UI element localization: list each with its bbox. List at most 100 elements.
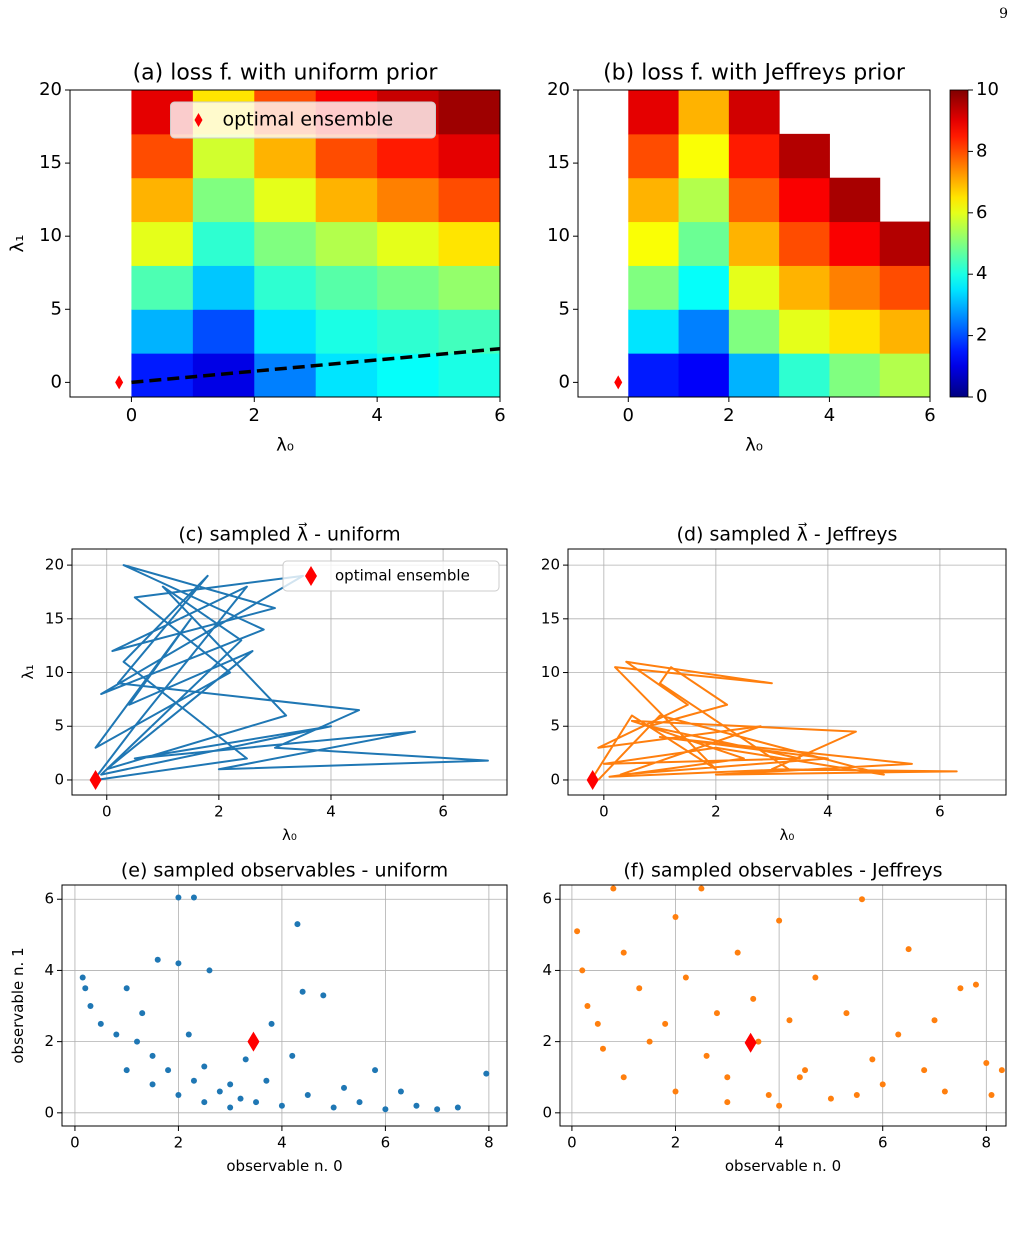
colorbar-tick-label: 8 bbox=[976, 140, 987, 161]
x-axis-label: λ₀ bbox=[745, 435, 763, 456]
scatter-point bbox=[175, 960, 182, 967]
heat-cell bbox=[192, 177, 255, 223]
scatter-point bbox=[237, 1095, 244, 1102]
heat-cell bbox=[377, 309, 440, 354]
heat-cell bbox=[829, 353, 881, 397]
x-tick-label: 4 bbox=[277, 1134, 287, 1152]
heat-cell bbox=[254, 221, 317, 266]
scatter-point bbox=[682, 974, 689, 981]
chart-title: (b) loss f. with Jeffreys prior bbox=[603, 61, 906, 86]
scatter-point bbox=[123, 1067, 130, 1074]
scatter-point bbox=[190, 894, 197, 901]
axes-frame bbox=[559, 884, 1007, 1127]
scatter-point bbox=[843, 1010, 850, 1017]
chart-title: (c) sampled λ⃗ - uniform bbox=[178, 522, 400, 545]
scatter-point bbox=[698, 885, 705, 892]
heat-cell bbox=[678, 221, 730, 266]
scatter-point bbox=[341, 1084, 348, 1091]
heat-cell bbox=[131, 133, 194, 179]
plot-area bbox=[628, 90, 930, 397]
chart-title: (a) loss f. with uniform prior bbox=[133, 61, 439, 86]
x-tick-label: 6 bbox=[381, 1134, 391, 1152]
scatter-point bbox=[382, 1106, 389, 1113]
scatter-point bbox=[397, 1088, 404, 1095]
heat-cell bbox=[728, 265, 780, 310]
scatter-point bbox=[755, 1038, 762, 1045]
scatter-point bbox=[703, 1052, 710, 1059]
heat-cell bbox=[728, 309, 780, 354]
scatter-point bbox=[227, 1081, 234, 1088]
scatter-point bbox=[957, 985, 964, 992]
x-tick-label: 6 bbox=[878, 1134, 888, 1152]
panel: 0 2 4 6 8 0 2 4 6 (f) sampled observables - Jeffr… bbox=[542, 859, 1007, 1175]
optimal-point bbox=[115, 375, 124, 390]
heat-cell bbox=[879, 265, 930, 310]
heat-cell bbox=[438, 309, 500, 354]
heat-cell bbox=[131, 309, 194, 354]
heat-cell bbox=[438, 177, 500, 223]
heat-cell bbox=[879, 221, 930, 266]
scatter-point bbox=[858, 896, 865, 903]
x-tick-label: 6 bbox=[935, 803, 945, 821]
axes-frame bbox=[69, 89, 501, 398]
heat-cell bbox=[315, 177, 378, 223]
scatter-point bbox=[931, 1017, 938, 1024]
y-tick-label: 15 bbox=[547, 152, 570, 173]
x-tick-label: 4 bbox=[823, 803, 833, 821]
panel: 0 2 4 6 8 0 2 4 6 (e) sampled observables - unifo… bbox=[9, 859, 508, 1175]
heat-cell bbox=[628, 90, 680, 135]
y-tick-label: 0 bbox=[44, 1103, 54, 1121]
heat-cell bbox=[192, 309, 255, 354]
x-tick-label: 6 bbox=[924, 405, 935, 426]
heat-cell bbox=[628, 133, 680, 179]
scatter-point bbox=[662, 1020, 669, 1027]
heat-cell bbox=[131, 265, 194, 310]
heat-cell bbox=[829, 309, 881, 354]
legend-marker bbox=[305, 566, 317, 586]
scatter-point bbox=[713, 1010, 720, 1017]
scatter-point bbox=[724, 1074, 731, 1081]
scatter-point bbox=[574, 928, 581, 935]
heat-cell bbox=[728, 221, 780, 266]
heat-cell bbox=[779, 265, 830, 310]
panel: 0 2 4 6 0 5 10 15 20 (c) sampled λ⃗ - uniform λ₀ λ₁… bbox=[19, 522, 508, 844]
optimal-point bbox=[614, 375, 623, 390]
heat-cell bbox=[678, 265, 730, 310]
heat-cell bbox=[779, 177, 830, 223]
x-tick-label: 4 bbox=[824, 405, 835, 426]
y-tick-label: 15 bbox=[39, 152, 62, 173]
scatter-point bbox=[113, 1031, 120, 1038]
x-tick-label: 4 bbox=[371, 405, 382, 426]
scatter-point bbox=[879, 1081, 886, 1088]
x-tick-label: 8 bbox=[484, 1134, 494, 1152]
heat-cell bbox=[192, 133, 255, 179]
scatter-point bbox=[242, 1056, 249, 1063]
heat-cell bbox=[779, 353, 830, 397]
scatter-point bbox=[356, 1099, 363, 1106]
heat-cell bbox=[728, 133, 780, 179]
dashed-line bbox=[131, 347, 500, 385]
optimal-point bbox=[247, 1031, 260, 1052]
heat-cell bbox=[628, 221, 680, 266]
heat-cell bbox=[438, 221, 500, 266]
scatter-point bbox=[672, 914, 679, 921]
y-tick-label: 0 bbox=[54, 770, 64, 788]
legend-box bbox=[170, 101, 436, 139]
heat-cell bbox=[779, 309, 830, 354]
scatter-point bbox=[139, 1010, 146, 1017]
scatter-point bbox=[620, 1074, 627, 1081]
scatter-point bbox=[796, 1074, 803, 1081]
x-tick-label: 2 bbox=[249, 405, 260, 426]
heat-cell bbox=[829, 177, 881, 223]
axes-frame bbox=[61, 884, 508, 1127]
y-tick-label: 6 bbox=[44, 890, 54, 908]
x-tick-label: 6 bbox=[494, 405, 505, 426]
heat-cell bbox=[678, 353, 730, 397]
heat-cell bbox=[192, 221, 255, 266]
heat-cell bbox=[628, 177, 680, 223]
y-tick-label: 10 bbox=[547, 225, 570, 246]
y-axis-label: observable n. 1 bbox=[9, 947, 27, 1063]
heat-cell bbox=[131, 177, 194, 223]
heat-cell bbox=[438, 90, 500, 135]
